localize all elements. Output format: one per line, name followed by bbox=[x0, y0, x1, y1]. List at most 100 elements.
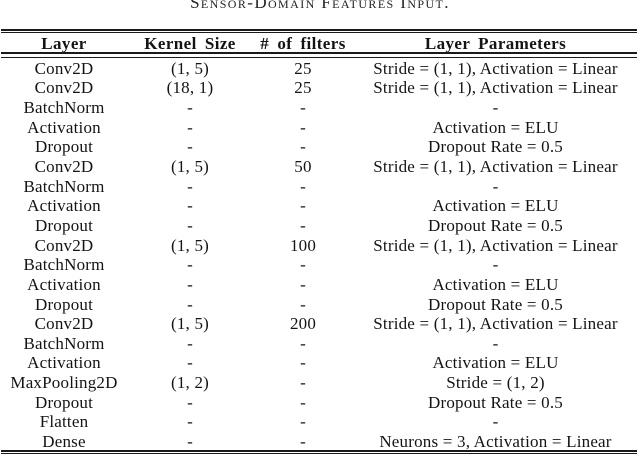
cell-kernel-size: - bbox=[187, 412, 193, 432]
table-row: BatchNorm - - - bbox=[0, 176, 637, 196]
cell-layer-parameters: - bbox=[492, 176, 499, 196]
cell-num-filters: - bbox=[300, 274, 306, 294]
table-row: Dropout - - Dropout Rate = 0.5 bbox=[0, 294, 637, 314]
cell-layer: Flatten bbox=[39, 412, 89, 432]
cell-layer: Dense bbox=[42, 431, 86, 451]
cell-num-filters: - bbox=[300, 353, 306, 373]
cell-kernel-size: - bbox=[187, 137, 193, 157]
cell-layer-parameters: - bbox=[492, 98, 499, 118]
cell-layer: BatchNorm bbox=[23, 98, 105, 118]
cell-layer-parameters: Stride = (1, 1), Activation = Linear bbox=[373, 157, 618, 177]
cell-num-filters: 25 bbox=[294, 58, 312, 78]
table-row: Dense - - Neurons = 3, Activation = Linear bbox=[0, 432, 637, 452]
cell-num-filters: - bbox=[300, 373, 306, 393]
cell-kernel-size: - bbox=[187, 274, 193, 294]
cell-kernel-size: - bbox=[187, 117, 193, 137]
cell-kernel-size: - bbox=[187, 255, 193, 275]
cell-layer: BatchNorm bbox=[23, 176, 105, 196]
cell-kernel-size: - bbox=[187, 176, 193, 196]
table-bottom-rule-2 bbox=[1, 452, 637, 454]
cell-kernel-size: (1, 5) bbox=[170, 58, 210, 78]
table-row: Conv2D (1, 5) 100 Stride = (1, 1), Activati… bbox=[0, 235, 637, 255]
cell-kernel-size: - bbox=[187, 98, 193, 118]
cell-layer-parameters: Stride = (1, 1), Activation = Linear bbox=[373, 78, 618, 98]
cell-layer-parameters: Activation = ELU bbox=[432, 196, 559, 216]
table-caption-partial: Sensor-Domain Features Input. bbox=[190, 0, 450, 12]
cell-layer: MaxPooling2D bbox=[10, 373, 118, 393]
cell-num-filters: - bbox=[300, 117, 306, 137]
table-body: Conv2D (1, 5) 25 Stride = (1, 1), Activatio… bbox=[0, 59, 637, 452]
cell-num-filters: 100 bbox=[289, 235, 317, 255]
cell-num-filters: 25 bbox=[294, 78, 312, 98]
cell-layer-parameters: Stride = (1, 2) bbox=[446, 373, 545, 393]
cell-kernel-size: (18, 1) bbox=[166, 78, 214, 98]
header-separator-rule-2 bbox=[1, 56, 637, 59]
cell-layer-parameters: Dropout Rate = 0.5 bbox=[427, 137, 563, 157]
cell-layer-parameters: Stride = (1, 1), Activation = Linear bbox=[373, 58, 618, 78]
cell-layer: Activation bbox=[27, 353, 101, 373]
cell-kernel-size: - bbox=[187, 196, 193, 216]
cell-layer-parameters: Dropout Rate = 0.5 bbox=[427, 294, 563, 314]
cell-num-filters: - bbox=[300, 215, 306, 235]
table-row: Conv2D (1, 5) 50 Stride = (1, 1), Activatio… bbox=[0, 157, 637, 177]
table-row: Flatten - - - bbox=[0, 412, 637, 432]
table-row: MaxPooling2D (1, 2) - Stride = (1, 2) bbox=[0, 373, 637, 393]
cell-layer: BatchNorm bbox=[23, 255, 105, 275]
cell-num-filters: 50 bbox=[294, 157, 312, 177]
cell-num-filters: - bbox=[300, 333, 306, 353]
cell-num-filters: - bbox=[300, 294, 306, 314]
cell-kernel-size: - bbox=[187, 392, 193, 412]
table-row: Dropout - - Dropout Rate = 0.5 bbox=[0, 392, 637, 412]
cell-layer-parameters: Stride = (1, 1), Activation = Linear bbox=[373, 314, 618, 334]
cell-kernel-size: - bbox=[187, 333, 193, 353]
table-bottom-rule-1 bbox=[1, 450, 637, 452]
table-row: BatchNorm - - - bbox=[0, 255, 637, 275]
cell-layer: Dropout bbox=[34, 294, 94, 314]
table-row: Conv2D (1, 5) 25 Stride = (1, 1), Activatio… bbox=[0, 59, 637, 79]
cell-layer-parameters: Dropout Rate = 0.5 bbox=[427, 392, 563, 412]
cell-num-filters: 200 bbox=[289, 314, 317, 334]
cell-num-filters: - bbox=[300, 196, 306, 216]
column-header-kernel-size: Kernel Size bbox=[144, 34, 236, 53]
cell-layer-parameters: - bbox=[492, 255, 499, 275]
cell-num-filters: - bbox=[300, 431, 306, 451]
cell-layer-parameters: Activation = ELU bbox=[432, 353, 559, 373]
table-row: Conv2D (18, 1) 25 Stride = (1, 1), Activati… bbox=[0, 78, 637, 98]
table-header-row: Layer Kernel Size # of filters Layer Par… bbox=[0, 35, 637, 52]
cell-layer: Dropout bbox=[34, 215, 94, 235]
cell-num-filters: - bbox=[300, 98, 306, 118]
table-row: Activation - - Activation = ELU bbox=[0, 275, 637, 295]
cell-layer: Conv2D bbox=[34, 314, 94, 334]
cell-layer-parameters: Activation = ELU bbox=[432, 274, 559, 294]
table-row: Conv2D (1, 5) 200 Stride = (1, 1), Activati… bbox=[0, 314, 637, 334]
column-header-layer: Layer bbox=[41, 34, 87, 53]
cell-layer: Activation bbox=[27, 196, 101, 216]
cell-layer-parameters: Activation = ELU bbox=[432, 117, 559, 137]
table-row: BatchNorm - - - bbox=[0, 333, 637, 353]
cell-num-filters: - bbox=[300, 392, 306, 412]
cell-layer-parameters: Neurons = 3, Activation = Linear bbox=[379, 431, 612, 451]
cell-layer-parameters: - bbox=[492, 333, 499, 353]
cell-layer: BatchNorm bbox=[23, 333, 105, 353]
table-row: Activation - - Activation = ELU bbox=[0, 353, 637, 373]
cell-kernel-size: - bbox=[187, 215, 193, 235]
table-row: Activation - - Activation = ELU bbox=[0, 196, 637, 216]
cell-layer: Conv2D bbox=[34, 58, 94, 78]
cell-kernel-size: (1, 5) bbox=[170, 235, 210, 255]
table-row: Activation - - Activation = ELU bbox=[0, 117, 637, 137]
table-top-rule-2 bbox=[1, 31, 637, 33]
cell-kernel-size: (1, 2) bbox=[170, 373, 210, 393]
column-header-num-filters: # of filters bbox=[260, 34, 346, 53]
cell-layer: Conv2D bbox=[34, 157, 94, 177]
cell-layer-parameters: Dropout Rate = 0.5 bbox=[427, 215, 563, 235]
cell-kernel-size: - bbox=[187, 353, 193, 373]
cell-layer: Conv2D bbox=[34, 235, 94, 255]
cell-num-filters: - bbox=[300, 255, 306, 275]
column-header-layer-parameters: Layer Parameters bbox=[424, 34, 567, 53]
cell-num-filters: - bbox=[300, 137, 306, 157]
cell-layer: Dropout bbox=[34, 137, 94, 157]
cell-kernel-size: (1, 5) bbox=[170, 157, 210, 177]
cell-kernel-size: - bbox=[187, 294, 193, 314]
table-row: Dropout - - Dropout Rate = 0.5 bbox=[0, 137, 637, 157]
cell-layer-parameters: - bbox=[492, 412, 499, 432]
